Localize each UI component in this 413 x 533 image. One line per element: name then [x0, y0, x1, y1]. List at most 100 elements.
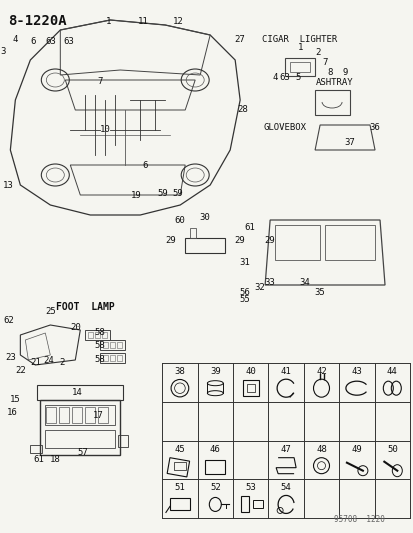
Text: 63: 63 [279, 73, 290, 82]
Text: 50: 50 [386, 445, 397, 454]
Bar [252, 500, 262, 508]
Text: 33: 33 [264, 278, 275, 287]
Bar [117, 342, 122, 348]
Text: 29: 29 [234, 236, 245, 245]
Text: 34: 34 [299, 278, 310, 287]
Text: 8: 8 [327, 68, 332, 77]
Bar [118, 435, 128, 447]
Bar [40, 400, 120, 455]
Text: 29: 29 [164, 236, 175, 245]
Text: 1: 1 [105, 18, 111, 27]
Bar [275, 225, 319, 260]
Bar [103, 342, 108, 348]
Text: 11: 11 [138, 18, 148, 27]
Text: 9: 9 [342, 68, 347, 77]
Text: 59: 59 [172, 189, 183, 198]
Bar [85, 407, 95, 423]
Text: 30: 30 [199, 213, 210, 222]
Bar [314, 90, 349, 115]
Text: 28: 28 [237, 106, 248, 115]
Text: 45: 45 [174, 445, 185, 454]
Text: 63: 63 [63, 37, 74, 46]
Text: 35: 35 [314, 288, 325, 297]
Text: 25: 25 [45, 307, 56, 316]
Text: 58: 58 [95, 341, 105, 350]
Text: 44: 44 [386, 367, 397, 376]
Bar [110, 355, 115, 361]
Bar [30, 445, 42, 453]
Text: 56: 56 [239, 288, 250, 297]
Text: 18: 18 [50, 455, 61, 464]
Text: 54: 54 [280, 483, 291, 492]
Bar [185, 238, 225, 253]
Bar [100, 353, 125, 363]
Text: 38: 38 [174, 367, 185, 376]
Text: 43: 43 [351, 367, 361, 376]
Text: 58: 58 [95, 328, 105, 337]
Text: 3: 3 [1, 47, 6, 56]
Text: 46: 46 [209, 445, 220, 454]
Text: 95708  1220: 95708 1220 [333, 515, 384, 524]
Text: 17: 17 [93, 411, 103, 420]
Bar [167, 458, 189, 477]
Bar [169, 498, 190, 511]
Text: 20: 20 [70, 323, 81, 332]
Text: 57: 57 [77, 448, 88, 457]
Text: 14: 14 [72, 388, 83, 397]
Text: 21: 21 [30, 358, 40, 367]
Text: 27: 27 [234, 36, 245, 44]
Text: CIGAR  LIGHTER: CIGAR LIGHTER [262, 35, 337, 44]
Text: FOOT  LAMP: FOOT LAMP [56, 302, 114, 312]
Text: 59: 59 [157, 189, 168, 198]
Bar [45, 405, 115, 425]
Text: 2: 2 [315, 48, 320, 57]
Text: 52: 52 [209, 483, 220, 492]
Text: 32: 32 [254, 283, 265, 292]
Bar [95, 332, 100, 338]
Bar [205, 459, 225, 474]
Text: 4: 4 [13, 36, 18, 44]
Bar [173, 462, 185, 470]
Text: 19: 19 [131, 190, 141, 199]
Bar [85, 330, 110, 340]
Text: 39: 39 [209, 367, 220, 376]
Bar [117, 355, 122, 361]
Text: 10: 10 [100, 125, 110, 134]
Bar [285, 58, 314, 76]
Text: 12: 12 [172, 18, 183, 27]
Text: 15: 15 [10, 395, 21, 404]
Text: 23: 23 [5, 353, 16, 362]
Text: 42: 42 [316, 367, 326, 376]
Bar [110, 342, 115, 348]
Bar [98, 407, 108, 423]
Text: 61: 61 [244, 223, 255, 232]
Text: 37: 37 [344, 138, 355, 147]
Text: 62: 62 [3, 316, 14, 325]
Bar [46, 407, 56, 423]
Bar [324, 225, 374, 260]
Bar [246, 384, 254, 392]
Text: 63: 63 [45, 37, 56, 46]
Text: 1: 1 [297, 43, 302, 52]
Text: 31: 31 [239, 258, 250, 267]
Text: GLOVEBOX: GLOVEBOX [263, 123, 306, 132]
Text: 61: 61 [33, 455, 44, 464]
Text: 6: 6 [142, 160, 147, 169]
Text: 47: 47 [280, 445, 291, 454]
Bar [242, 380, 258, 396]
Text: 48: 48 [316, 445, 326, 454]
Text: 36: 36 [369, 123, 380, 132]
Text: 16: 16 [7, 408, 18, 417]
Text: 40: 40 [245, 367, 256, 376]
Text: ASHTRAY: ASHTRAY [316, 78, 353, 87]
Text: 49: 49 [351, 445, 361, 454]
Text: 58: 58 [95, 355, 105, 364]
Text: 22: 22 [15, 366, 26, 375]
Text: 6: 6 [31, 37, 36, 46]
Text: 2: 2 [59, 358, 65, 367]
Text: 60: 60 [174, 216, 185, 225]
Bar [72, 407, 82, 423]
Bar [37, 385, 123, 400]
Bar [59, 407, 69, 423]
Bar [190, 228, 196, 238]
